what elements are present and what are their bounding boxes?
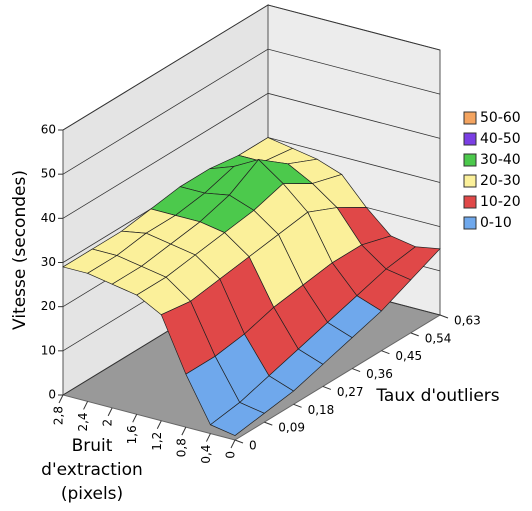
y-tick [351, 368, 361, 373]
z-tick-label: 0 [48, 388, 56, 402]
z-axis-title: Vitesse (secondes) [10, 170, 30, 330]
x-axis-title-line: (pixels) [61, 484, 123, 504]
x-tick-label: 1,6 [125, 425, 139, 444]
z-tick-label: 30 [41, 255, 56, 269]
z-tick-label: 60 [41, 123, 56, 137]
x-axis-title-line: Bruit [72, 436, 113, 456]
x-tick [132, 414, 138, 423]
z-tick-label: 50 [41, 167, 56, 181]
x-tick [205, 433, 211, 442]
y-tick-label: 0,63 [454, 314, 481, 328]
x-tick-label: 0,4 [199, 445, 213, 464]
y-tick-label: 0,54 [425, 331, 452, 345]
y-tick-label: 0,09 [278, 421, 305, 435]
y-tick [264, 421, 273, 426]
y-tick-label: 0,36 [366, 367, 393, 381]
legend-label: 40-50 [480, 131, 521, 147]
y-tick [381, 350, 390, 355]
legend-label: 50-60 [480, 110, 521, 126]
x-tick-label: 2,8 [52, 406, 66, 425]
x-tick-label: 0 [224, 451, 238, 459]
z-tick-label: 10 [41, 343, 56, 357]
legend-label: 20-30 [480, 173, 521, 189]
y-tick [293, 403, 302, 408]
y-tick [322, 385, 332, 390]
x-tick [58, 394, 64, 404]
y-tick-label: 0,27 [337, 385, 364, 399]
y-tick-label: 0 [249, 439, 257, 453]
z-tick-label: 40 [41, 211, 56, 225]
y-tick [439, 314, 449, 319]
legend-label: 10-20 [480, 194, 521, 210]
x-tick [156, 420, 162, 429]
x-tick [83, 401, 89, 410]
grid-line [62, 4, 441, 131]
legend-swatch [463, 111, 477, 125]
legend-label: 0-10 [480, 215, 512, 231]
legend-swatch [463, 132, 477, 146]
x-tick-label: 2,4 [76, 412, 90, 431]
y-tick-label: 0,45 [395, 349, 422, 363]
legend-label: 30-40 [480, 152, 521, 168]
y-axis-title: Taux d'outliers [375, 386, 499, 406]
legend-swatch [463, 216, 477, 230]
legend-swatch [463, 174, 477, 188]
grid-line [62, 48, 441, 175]
x-tick-label: 1,2 [150, 432, 164, 451]
surface-patch [209, 402, 265, 436]
y-tick [234, 439, 244, 444]
grid-line [62, 92, 441, 219]
x-tick-label: 0,8 [174, 438, 188, 457]
y-tick [410, 332, 419, 337]
legend-swatch [463, 153, 477, 167]
x-tick [181, 426, 187, 436]
z-tick-label: 20 [41, 299, 56, 313]
x-tick-label: 2 [101, 419, 115, 427]
y-tick-label: 0,18 [308, 403, 335, 417]
legend-swatch [463, 195, 477, 209]
x-axis-title-line: d'extraction [41, 460, 143, 480]
x-tick [230, 439, 236, 449]
x-tick [107, 407, 113, 417]
